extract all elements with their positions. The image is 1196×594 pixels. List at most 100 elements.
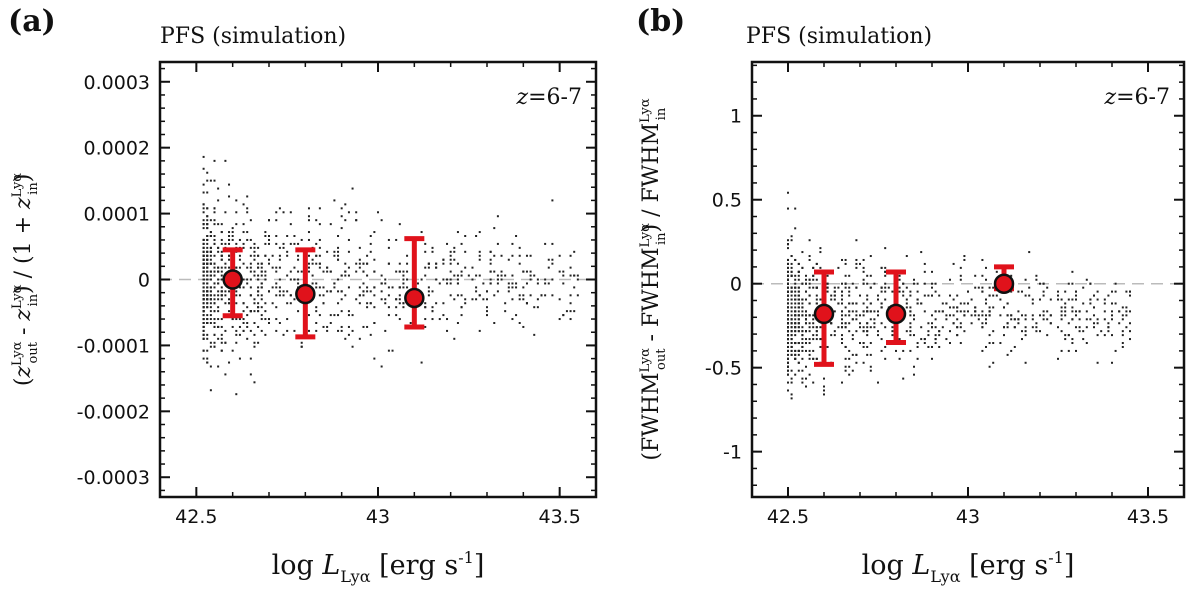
scatter-point [209, 341, 212, 344]
scatter-point [787, 345, 789, 348]
scatter-point [398, 318, 401, 321]
scatter-point [1089, 318, 1092, 321]
scatter-point [805, 365, 807, 368]
scatter-point [841, 342, 843, 345]
scatter-point [1013, 326, 1016, 329]
scatter-point [808, 302, 811, 305]
scatter-point [242, 322, 245, 324]
scatter-point [902, 377, 905, 380]
scatter-point [1111, 310, 1113, 313]
scatter-point [1031, 298, 1034, 301]
scatter-point [202, 219, 205, 222]
scatter-point [1046, 334, 1049, 337]
scatter-point [844, 345, 847, 348]
scatter-point [923, 262, 926, 265]
scatter-point [1028, 294, 1031, 297]
scatter-point [206, 207, 209, 210]
scatter-point [271, 286, 274, 289]
scatter-point [282, 211, 285, 214]
scatter-point [812, 266, 815, 269]
y-tick-label: 0.0003 [84, 72, 150, 94]
scatter-point [576, 294, 579, 297]
scatter-point [257, 246, 260, 249]
scatter-point [202, 211, 205, 214]
scatter-point [395, 314, 398, 317]
scatter-point [202, 155, 205, 158]
scatter-point [220, 341, 223, 344]
scatter-point [812, 381, 815, 384]
scatter-point [209, 262, 212, 265]
scatter-point [1010, 349, 1013, 352]
scatter-point [213, 223, 216, 226]
scatter-point [841, 326, 843, 329]
scatter-point [844, 262, 847, 265]
scatter-point [787, 361, 789, 364]
scatter-point [805, 290, 807, 293]
scatter-point [496, 278, 499, 281]
scatter-point [504, 274, 507, 277]
scatter-point [202, 227, 205, 230]
scatter-point [877, 294, 879, 297]
scatter-point [830, 294, 833, 297]
scatter-point [931, 314, 933, 317]
scatter-point [923, 338, 926, 341]
scatter-point [460, 314, 463, 317]
scatter-point [981, 326, 984, 329]
scatter-point [963, 258, 966, 261]
scatter-point [406, 278, 409, 281]
scatter-point [307, 329, 310, 332]
scatter-point [228, 298, 231, 301]
scatter-point [956, 306, 959, 309]
scatter-point [326, 329, 329, 332]
scatter-point [242, 223, 245, 226]
scatter-point [253, 270, 256, 273]
scatter-point [1121, 334, 1124, 337]
scatter-point [992, 306, 995, 309]
scatter-point [435, 278, 438, 281]
scatter-point [307, 314, 310, 317]
scatter-point [815, 357, 818, 360]
scatter-point [1111, 334, 1113, 337]
scatter-point [471, 278, 474, 281]
scatter-point [326, 270, 329, 273]
scatter-point [569, 274, 572, 277]
scatter-point [1010, 274, 1013, 277]
scatter-point [815, 278, 818, 281]
scatter-point [866, 322, 869, 325]
scatter-point [340, 290, 343, 293]
scatter-point [898, 357, 901, 360]
scatter-point [511, 242, 514, 245]
scatter-point [213, 219, 216, 222]
scatter-point [805, 298, 807, 301]
scatter-point [1006, 326, 1009, 329]
scatter-point [493, 227, 496, 230]
scatter-point [869, 318, 872, 321]
scatter-point [1096, 318, 1099, 321]
scatter-point [358, 302, 361, 305]
scatter-point [859, 342, 861, 345]
scatter-point [366, 286, 369, 289]
scatter-point [322, 294, 325, 297]
scatter-point [905, 330, 908, 333]
scatter-point [801, 330, 804, 333]
scatter-point [264, 333, 267, 336]
scatter-point [884, 247, 887, 250]
scatter-point [217, 223, 220, 226]
scatter-point [322, 302, 325, 305]
scatter-point [981, 274, 984, 277]
scatter-point [794, 310, 797, 313]
scatter-point [416, 282, 419, 285]
scatter-point [260, 294, 263, 297]
scatter-point [282, 246, 285, 249]
scatter-point [1093, 322, 1095, 325]
scatter-point [391, 286, 394, 289]
scatter-point [213, 322, 216, 324]
scatter-point [869, 326, 872, 329]
scatter-point [869, 302, 872, 305]
scatter-point [819, 338, 822, 341]
scatter-point [981, 290, 984, 293]
scatter-point [351, 314, 354, 317]
scatter-point [797, 298, 800, 301]
scatter-point [1028, 251, 1031, 254]
scatter-point [238, 318, 241, 321]
